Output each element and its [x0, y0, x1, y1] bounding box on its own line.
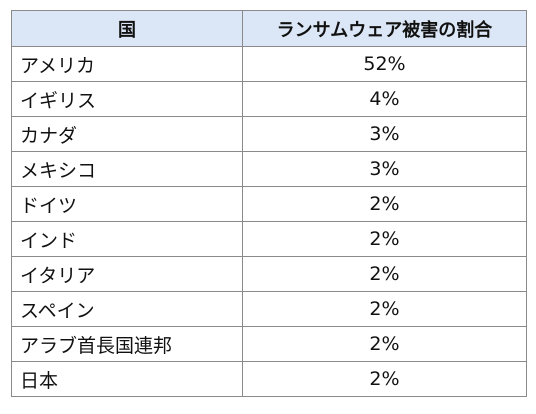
- share-cell: 4%: [242, 81, 527, 117]
- share-cell: 2%: [242, 221, 527, 257]
- table-row: イタリア 2%: [11, 256, 527, 292]
- country-cell: メキシコ: [11, 151, 243, 187]
- share-cell: 2%: [242, 291, 527, 327]
- table-row: アラブ首長国連邦 2%: [11, 326, 527, 362]
- share-cell: 2%: [242, 326, 527, 362]
- share-cell: 3%: [242, 151, 527, 187]
- country-cell: ドイツ: [11, 186, 243, 222]
- share-cell: 3%: [242, 116, 527, 152]
- header-row: 国 ランサムウェア被害の割合: [11, 10, 527, 47]
- country-cell: 日本: [11, 361, 243, 397]
- country-cell: アメリカ: [11, 46, 243, 82]
- country-cell: アラブ首長国連邦: [11, 326, 243, 362]
- table-row: カナダ 3%: [11, 116, 527, 152]
- country-cell: スペイン: [11, 291, 243, 327]
- table-row: スペイン 2%: [11, 291, 527, 327]
- table-row: インド 2%: [11, 221, 527, 257]
- table-row: ドイツ 2%: [11, 186, 527, 222]
- table-row: アメリカ 52%: [11, 46, 527, 82]
- table-row: イギリス 4%: [11, 81, 527, 117]
- table-header: 国 ランサムウェア被害の割合: [11, 10, 527, 47]
- country-cell: カナダ: [11, 116, 243, 152]
- share-cell: 2%: [242, 361, 527, 397]
- share-cell: 52%: [242, 46, 527, 82]
- header-ransomware-share: ランサムウェア被害の割合: [242, 10, 527, 47]
- table-body: アメリカ 52% イギリス 4% カナダ 3% メキシコ 3% ドイツ 2% イ…: [11, 46, 527, 397]
- header-country: 国: [11, 10, 243, 47]
- country-cell: イギリス: [11, 81, 243, 117]
- country-cell: インド: [11, 221, 243, 257]
- share-cell: 2%: [242, 256, 527, 292]
- table-row: 日本 2%: [11, 361, 527, 397]
- share-cell: 2%: [242, 186, 527, 222]
- table-row: メキシコ 3%: [11, 151, 527, 187]
- country-cell: イタリア: [11, 256, 243, 292]
- ransomware-share-table: 国 ランサムウェア被害の割合 アメリカ 52% イギリス 4% カナダ 3% メ…: [11, 10, 527, 397]
